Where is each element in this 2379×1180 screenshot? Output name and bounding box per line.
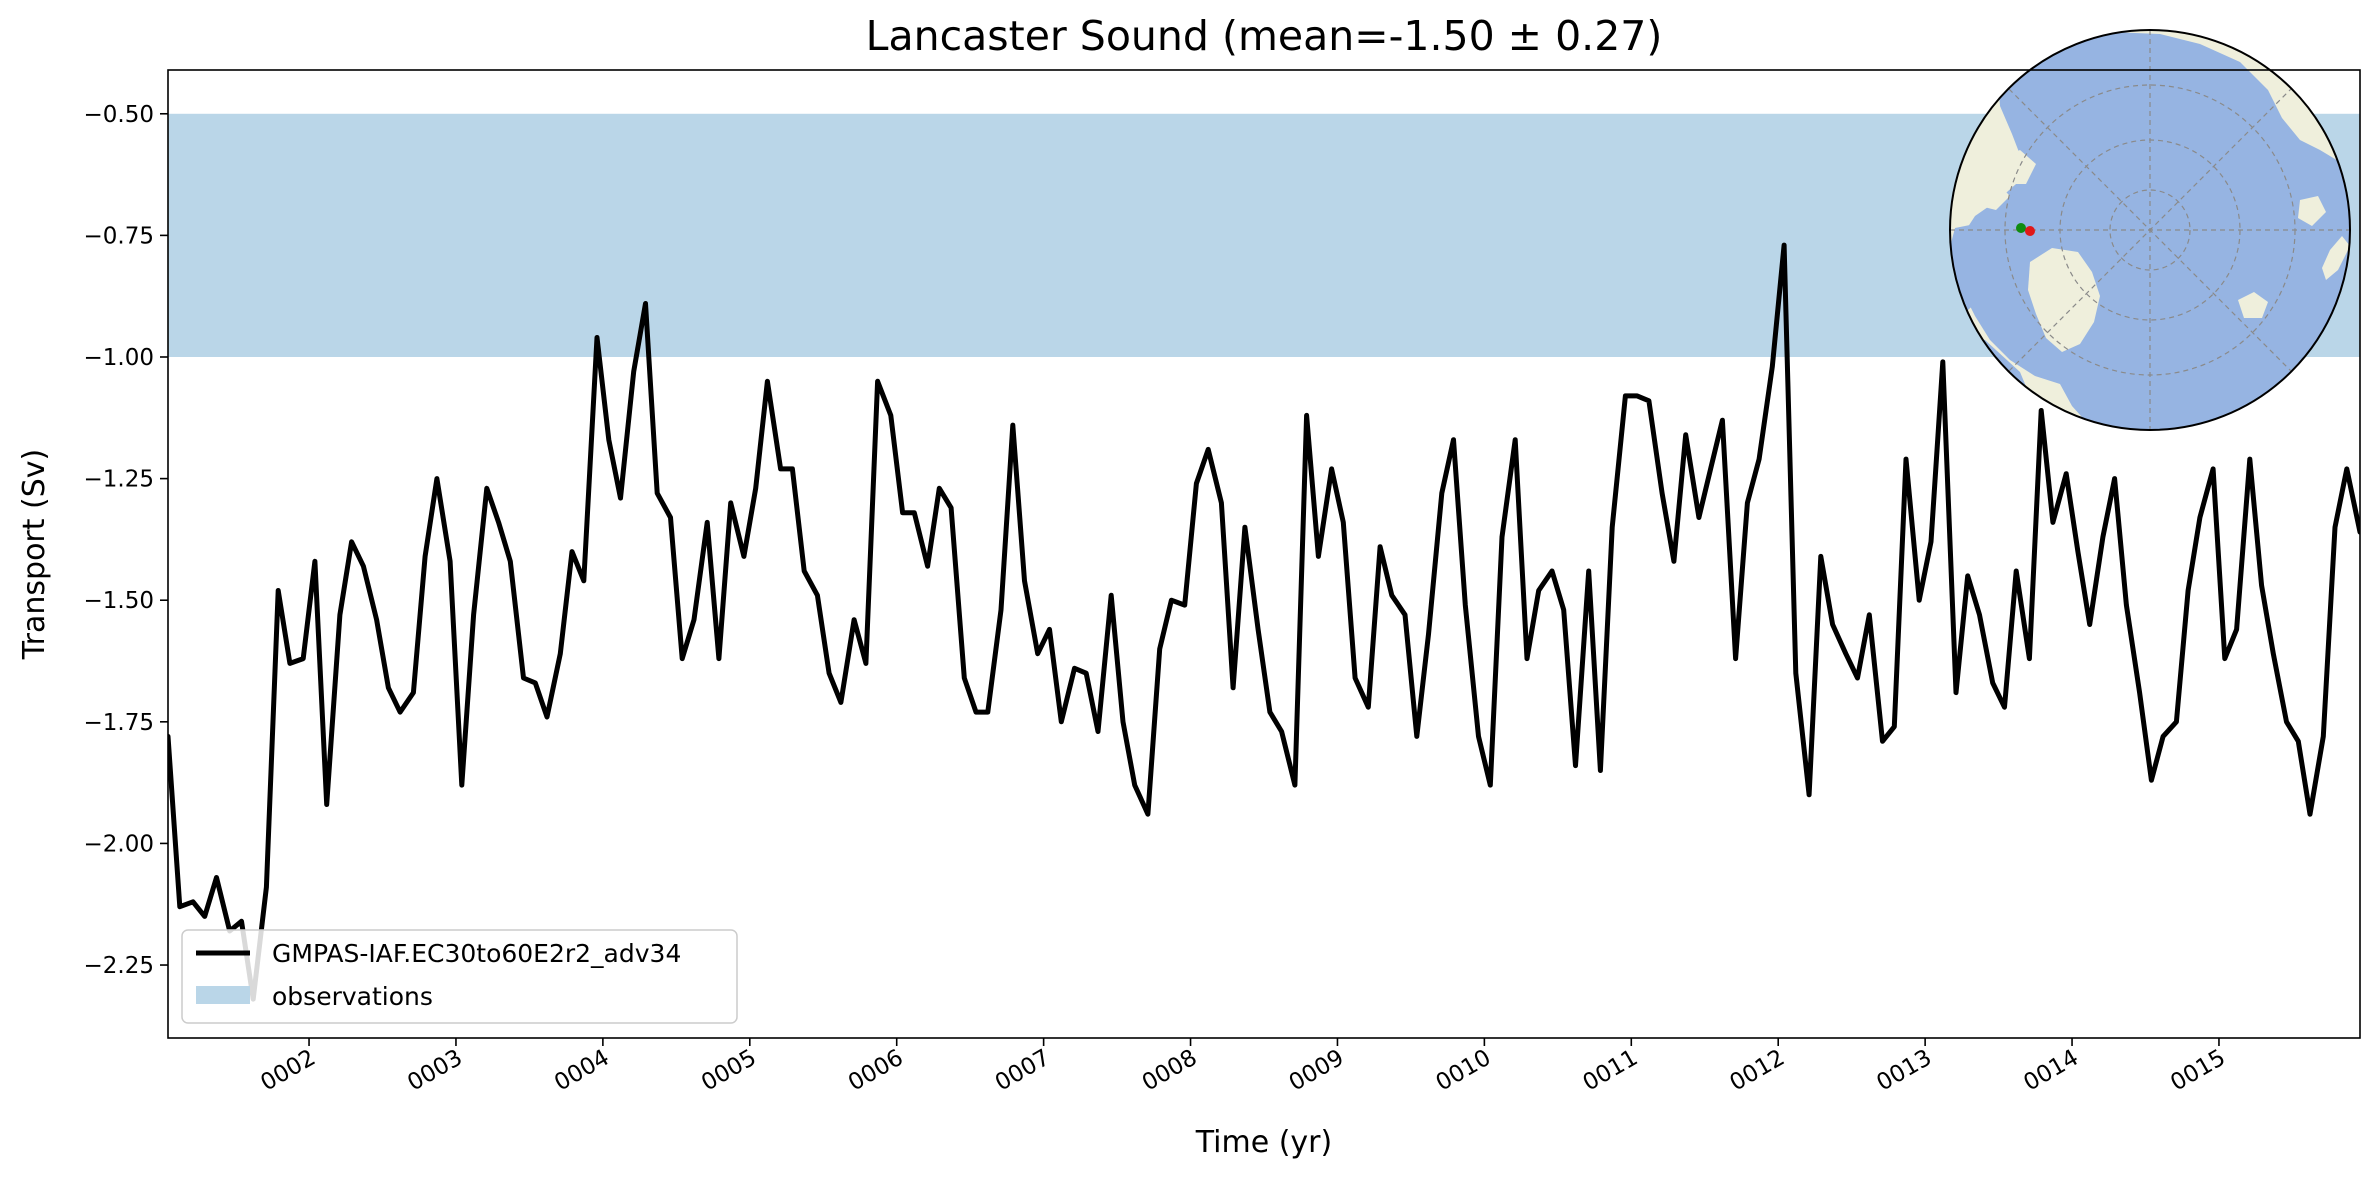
map-svalbard — [2238, 292, 2268, 318]
series-layer — [168, 242, 2360, 1002]
legend-box — [181, 929, 738, 1024]
x-tick-label: 0007 — [991, 1045, 1055, 1097]
y-tick-label: −2.25 — [84, 953, 154, 979]
x-tick-label: 0006 — [844, 1045, 908, 1097]
map-novaya-zemlya — [2322, 236, 2350, 280]
y-axis-label: Transport (Sv) — [17, 449, 52, 661]
x-tick-label: 0004 — [550, 1045, 614, 1097]
plot-frame — [167, 69, 2361, 1039]
x-tick-label: 0005 — [697, 1045, 761, 1097]
legend: GMPAS-IAF.EC30to60E2r2_adv34 observation… — [181, 929, 738, 1024]
legend-observations-label: observations — [272, 982, 433, 1011]
series-line-0 — [168, 242, 2360, 1002]
x-tick-label: 0009 — [1285, 1045, 1349, 1097]
y-tick-label: −0.75 — [84, 223, 154, 249]
x-tick-label: 0003 — [403, 1045, 467, 1097]
chart-title: Lancaster Sound (mean=-1.50 ± 0.27) — [866, 12, 1663, 60]
map-border — [1949, 29, 2351, 431]
map-archipelago-2 — [1978, 182, 2010, 210]
legend-series-label: GMPAS-IAF.EC30to60E2r2_adv34 — [272, 939, 681, 968]
x-tick-label: 0008 — [1138, 1045, 1202, 1097]
map-greenland — [2028, 248, 2100, 352]
map-marker-green — [2016, 223, 2026, 233]
x-tick-label: 0014 — [2019, 1045, 2083, 1097]
x-tick-label: 0015 — [2166, 1045, 2230, 1097]
map-archipelago-1 — [2000, 150, 2036, 184]
y-tick-label: −2.00 — [84, 831, 154, 857]
y-tick-label: −1.75 — [84, 710, 154, 736]
y-axis: −0.50 −0.75 −1.00 −1.25 −1.50 −1.75 −2.00 −2.25 — [84, 102, 168, 979]
y-tick-label: −0.50 — [84, 102, 154, 128]
x-axis: 0002 0003 0004 0005 0006 0007 0008 0009 0010 0011… — [256, 1038, 2230, 1096]
map-marker-red — [2025, 226, 2035, 236]
x-tick-label: 0010 — [1432, 1045, 1496, 1097]
x-tick-label: 0012 — [1726, 1045, 1790, 1097]
x-tick-label: 0011 — [1579, 1045, 1643, 1097]
y-tick-label: −1.50 — [84, 588, 154, 614]
legend-observations-swatch — [196, 986, 250, 1004]
y-tick-label: −1.25 — [84, 467, 154, 493]
map-severnaya — [2298, 196, 2326, 226]
x-axis-label: Time (yr) — [1195, 1125, 1332, 1160]
y-tick-label: −1.00 — [84, 345, 154, 371]
x-tick-label: 0013 — [1872, 1045, 1936, 1097]
x-tick-label: 0002 — [256, 1045, 320, 1097]
